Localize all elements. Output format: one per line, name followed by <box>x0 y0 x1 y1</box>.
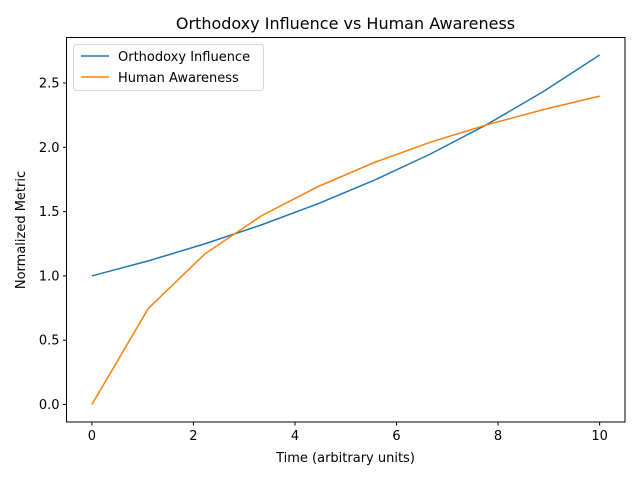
x-tick-label: 4 <box>291 429 299 444</box>
axes-frame <box>66 37 626 423</box>
y-tick-label: 2.5 <box>39 77 60 92</box>
y-tick-label: 0.5 <box>39 334 60 349</box>
chart-title: Orthodoxy Influence vs Human Awareness <box>176 14 515 33</box>
x-axis-label: Time (arbitrary units) <box>275 451 415 466</box>
series-line-human-awareness <box>91 95 600 405</box>
y-tick-label: 2.0 <box>39 141 60 156</box>
series-line-orthodoxy-influence <box>91 54 601 277</box>
legend-box <box>73 44 264 91</box>
x-tick-label: 6 <box>392 429 400 444</box>
x-tick-label: 0 <box>88 429 96 444</box>
x-tick-label: 8 <box>494 429 502 444</box>
x-tick-label: 2 <box>189 429 197 444</box>
legend-label-orthodoxy: Orthodoxy Influence <box>118 50 250 65</box>
y-tick-label: 1.5 <box>39 205 60 220</box>
y-axis-label: Normalized Metric <box>14 171 29 289</box>
y-tick-label: 0.0 <box>39 398 60 413</box>
legend: Orthodoxy Influence Human Awareness <box>73 44 264 91</box>
x-tick-label: 10 <box>591 429 608 444</box>
legend-label-human: Human Awareness <box>118 71 239 86</box>
y-tick-label: 1.0 <box>39 269 60 284</box>
